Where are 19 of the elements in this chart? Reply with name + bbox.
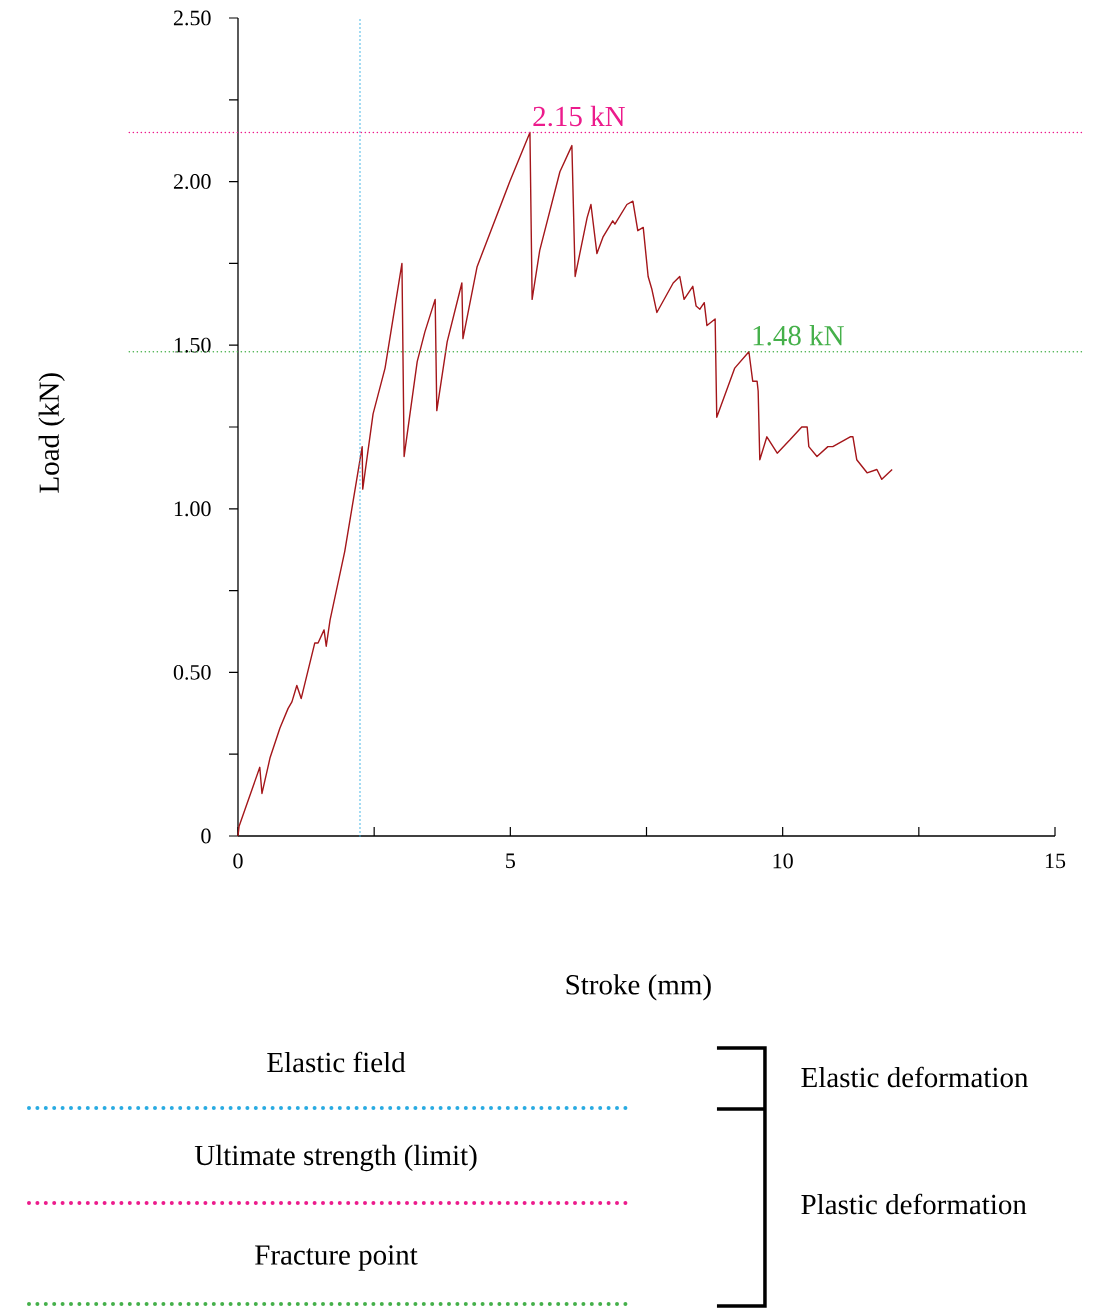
y-tick-label: 1.00 [174,501,211,517]
y-tick-label: 0.50 [173,664,211,680]
x-axis-title: Stroke (mm) [566,974,711,1001]
text: Elastic field [267,1051,406,1073]
y-axis-title: Load (kN) [38,373,65,493]
x-tick-label: 5 [506,853,515,869]
y-tick-label: 0 [201,828,211,844]
x-tick-label: 15 [1045,853,1066,869]
ref-line-label: 1.48 kN [753,325,844,346]
ref-line-label: 2.15 kN [533,105,625,127]
x-tick-label: 10 [773,853,793,869]
x-tick-label: 0 [233,853,243,869]
text: Plastic deformation [801,1193,1027,1215]
text: Ultimate strength (limit) [194,1144,477,1172]
text: Elastic deformation [801,1066,1029,1088]
y-tick-label: 2.50 [173,10,211,26]
text: Fracture point [255,1245,418,1271]
y-tick-label: 2.00 [173,174,211,190]
y-tick-label: 1.50 [174,337,211,353]
